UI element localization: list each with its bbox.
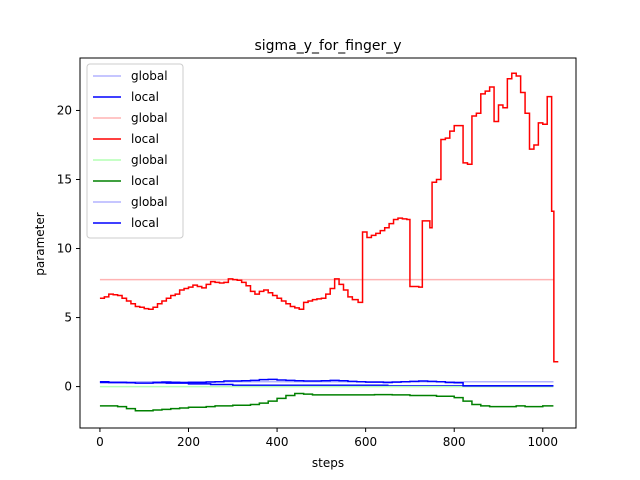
legend-label-global: global <box>131 69 168 83</box>
legend-label-global: global <box>131 195 168 209</box>
x-tick-label: 800 <box>443 435 466 449</box>
series-line-3-local <box>99 72 559 363</box>
y-tick-label: 10 <box>57 242 72 256</box>
plot-frame <box>79 57 577 429</box>
legend-label-local: local <box>131 90 159 104</box>
legend-label-global: global <box>131 111 168 125</box>
legend-label-local: local <box>131 174 159 188</box>
x-tick-label: 0 <box>96 435 104 449</box>
axis-ticks: 0 200 400 600 800 1000 0 5 10 15 20 <box>57 103 558 449</box>
series-line-7-local <box>99 378 554 387</box>
y-tick-label: 15 <box>57 172 72 186</box>
legend-label-local: local <box>131 216 159 230</box>
y-tick-label: 5 <box>64 311 72 325</box>
chart-title: sigma_y_for_finger_y <box>254 38 401 54</box>
x-tick-label: 600 <box>354 435 377 449</box>
legend: global local global local global local global l… <box>86 63 184 239</box>
y-tick-label: 0 <box>64 380 72 394</box>
series-line-5-local <box>99 392 554 412</box>
y-axis-title: parameter <box>33 212 47 275</box>
x-tick-label: 200 <box>177 435 200 449</box>
y-tick-label: 20 <box>57 103 72 117</box>
x-tick-label: 1000 <box>528 435 559 449</box>
x-tick-label: 400 <box>266 435 289 449</box>
legend-box <box>86 63 184 239</box>
plot-area <box>79 57 577 429</box>
series-group <box>99 72 559 412</box>
legend-label-local: local <box>131 132 159 146</box>
x-axis-title: steps <box>312 456 344 470</box>
legend-label-global: global <box>131 153 168 167</box>
